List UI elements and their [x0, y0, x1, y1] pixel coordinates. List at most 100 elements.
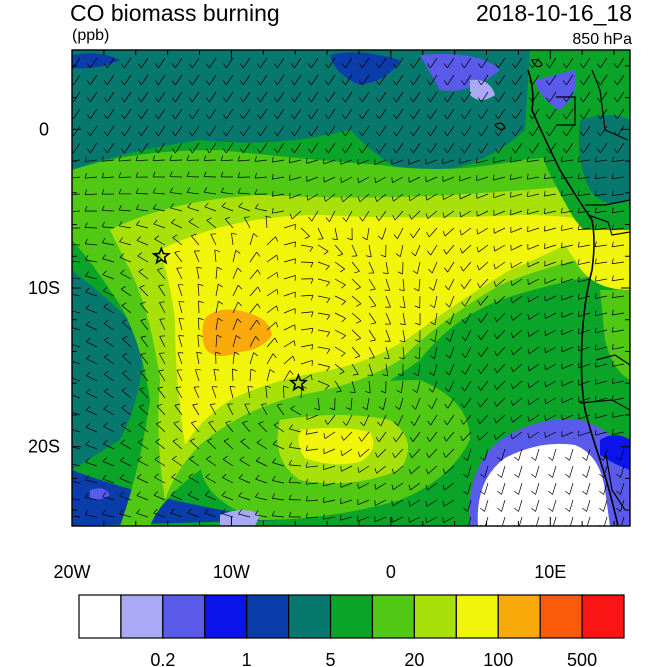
- wind-barb: [399, 397, 404, 410]
- wind-barb-flag: [155, 80, 159, 86]
- wind-barb-flag: [325, 385, 330, 390]
- wind-barb-flag: [527, 314, 530, 320]
- wind-barb: [464, 380, 472, 392]
- wind-barb: [379, 108, 387, 120]
- wind-barb-flag: [172, 114, 176, 120]
- wind-barb: [512, 295, 523, 304]
- wind-barb: [138, 424, 149, 433]
- wind-barb-flag: [191, 233, 197, 237]
- wind-barb-flag: [139, 386, 145, 390]
- colorbar-label: 20: [404, 650, 424, 667]
- colorbar-swatch: [413, 594, 457, 639]
- wind-barb: [397, 227, 404, 239]
- wind-barb-flag: [340, 450, 343, 456]
- wind-barb-flag: [408, 468, 412, 475]
- wind-barb-flag: [155, 97, 159, 103]
- wind-barb-flag: [594, 258, 597, 264]
- wind-barb: [510, 176, 523, 180]
- wind-barb: [595, 397, 608, 402]
- wind-barb: [197, 284, 200, 297]
- wind-barb: [528, 414, 540, 422]
- wind-barb-flag: [442, 194, 444, 200]
- wind-barb: [552, 499, 557, 512]
- wind-barb: [413, 125, 421, 137]
- wind-barb: [351, 295, 362, 305]
- wind-barb-flag: [310, 278, 314, 284]
- wind-barb-flag: [104, 148, 108, 154]
- wind-barb-flag: [72, 150, 74, 154]
- wind-barb: [306, 448, 319, 451]
- wind-barb: [243, 108, 251, 120]
- wind-barb-flag: [329, 407, 335, 411]
- wind-barb-flag: [442, 212, 445, 218]
- wind-barb-flag: [393, 234, 398, 239]
- wind-barb: [121, 407, 132, 416]
- wind-barb: [368, 363, 374, 376]
- wind-barb: [569, 516, 574, 526]
- wind-barb: [72, 446, 81, 450]
- wind-barb: [272, 443, 285, 450]
- wind-barb-flag: [595, 378, 597, 385]
- wind-barb: [238, 206, 251, 212]
- wind-barb-flag: [427, 420, 432, 426]
- wind-barb: [158, 91, 166, 103]
- wind-barb: [445, 448, 455, 458]
- wind-barb: [351, 380, 356, 393]
- wind-barb: [176, 369, 183, 382]
- wind-barb: [463, 414, 472, 425]
- wind-barb: [479, 414, 489, 424]
- wind-barb-flag: [565, 473, 570, 478]
- wind-barb-flag: [305, 445, 308, 451]
- wind-barb-flag: [232, 368, 238, 372]
- wind-barb: [283, 370, 291, 382]
- wind-barb-flag: [391, 177, 393, 183]
- wind-barb: [107, 142, 115, 154]
- wind-barb: [375, 482, 387, 490]
- wind-barb-flag: [234, 351, 240, 356]
- wind-barb: [277, 57, 285, 69]
- wind-barb-flag: [206, 148, 210, 154]
- wind-barb: [544, 227, 557, 232]
- wind-barb-flag: [376, 114, 380, 120]
- wind-barb: [586, 516, 591, 526]
- wind-barb-flag: [294, 258, 296, 265]
- lat-tick-label: 10S: [28, 278, 60, 298]
- wind-barb-flag: [223, 63, 227, 69]
- wind-barb-flag: [235, 250, 241, 254]
- wind-barb-flag: [288, 494, 292, 500]
- wind-barb: [289, 446, 302, 450]
- wind-barb-flag: [582, 507, 587, 512]
- wind-barb: [464, 295, 472, 307]
- wind-barb: [612, 227, 625, 231]
- wind-barb-flag: [597, 114, 601, 120]
- wind-barb-flag: [221, 491, 226, 496]
- wind-barb: [192, 142, 200, 154]
- wind-barb-flag: [238, 491, 243, 497]
- colorbar: 0.2 1 5 20 100 500: [78, 594, 625, 667]
- wind-barb-flag: [342, 148, 346, 154]
- wind-barb-flag: [544, 432, 546, 438]
- wind-barb-flag: [103, 388, 109, 392]
- wind-barb: [226, 74, 234, 86]
- wind-barb-flag: [444, 267, 448, 273]
- wind-barb: [378, 210, 387, 221]
- wind-barb-flag: [461, 148, 465, 154]
- wind-barb-flag: [208, 420, 214, 423]
- wind-barb: [177, 352, 183, 365]
- wind-barb-flag: [527, 331, 530, 337]
- wind-barb: [515, 57, 523, 69]
- wind-barb: [238, 159, 251, 162]
- wind-barb-flag: [611, 361, 614, 367]
- wind-barb-flag: [173, 420, 179, 424]
- wind-barb-flag: [409, 214, 412, 220]
- wind-barb-flag: [494, 367, 498, 373]
- wind-barb-flag: [565, 456, 570, 461]
- wind-barb-flag: [254, 172, 257, 179]
- wind-barb-flag: [86, 371, 91, 376]
- wind-barb-flag: [247, 385, 254, 388]
- wind-barb: [192, 91, 200, 103]
- wind-barb-flag: [265, 215, 272, 218]
- wind-barb: [461, 227, 472, 236]
- wind-barb-flag: [101, 238, 106, 243]
- wind-barb: [583, 91, 591, 103]
